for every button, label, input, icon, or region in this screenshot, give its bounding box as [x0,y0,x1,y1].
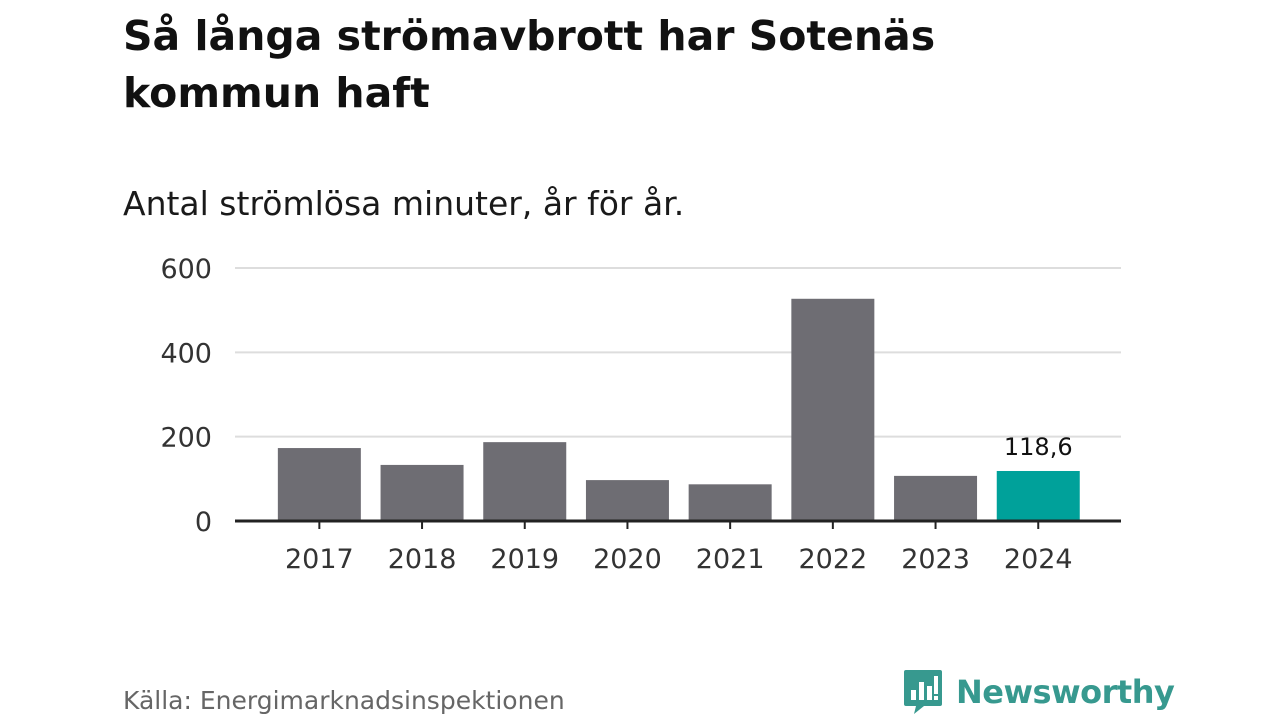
brand-logo: Newsworthy [902,668,1175,716]
x-tick-label: 2023 [901,544,970,575]
y-tick-label: 400 [160,338,212,369]
chart-title: Så långa strömavbrott har Sotenäs kommun… [123,12,936,117]
newsworthy-logo-icon [904,670,942,714]
bar-2017 [277,448,361,521]
gridlines [235,267,1121,438]
y-tick-label: 600 [160,254,212,285]
brand-name: Newsworthy [956,673,1175,711]
bars [277,298,1080,521]
x-tick-label: 2022 [798,544,867,575]
bar-2021 [688,484,772,521]
x-tick-label: 2024 [1004,544,1073,575]
bar-2020 [585,480,669,521]
y-tick-label: 200 [160,423,212,454]
bar-2019 [483,442,567,521]
bar-2023 [894,475,978,521]
source-note: Källa: Energimarknadsinspektionen [123,686,565,715]
bar-2022 [791,298,875,521]
data-label: 118,6 [1004,433,1073,461]
chart-subtitle: Antal strömlösa minuter, år för år. [123,184,685,223]
bar-2024 [996,470,1080,521]
y-tick-label: 0 [195,507,212,538]
x-tick-label: 2021 [696,544,765,575]
x-axis [235,519,1121,529]
bar-chart: 0 200 400 600 2017 2018 2019 2020 2021 2022 2023 20… [160,254,1121,575]
x-tick-label: 2020 [593,544,662,575]
x-tick-label: 2017 [285,544,354,575]
x-tick-label: 2019 [490,544,559,575]
labels: 0 200 400 600 2017 2018 2019 2020 2021 2022 2023 20… [160,254,1072,575]
bar-2018 [380,464,464,521]
x-tick-label: 2018 [388,544,457,575]
